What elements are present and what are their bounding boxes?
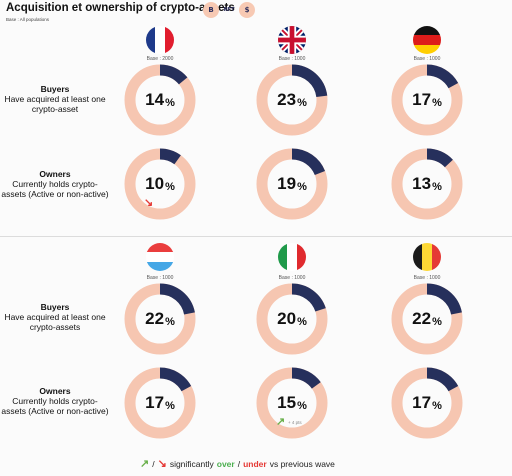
flag-luxembourg-icon bbox=[146, 243, 174, 271]
base-label-germany: Base : 1000 bbox=[413, 56, 441, 62]
donut-uk-owners-value: 19% bbox=[277, 174, 307, 193]
donut-germany-buyers-value: 17% bbox=[412, 90, 442, 109]
donut-luxembourg-buyers: 22% bbox=[122, 281, 198, 357]
row-label-buyers-desc-2: Have acquired at least one crypto-assets bbox=[4, 312, 106, 332]
donut-luxembourg-owners: 17% bbox=[122, 365, 198, 441]
nft-icon: NFT bbox=[221, 2, 237, 18]
row-label-owners-bottom: Owners Currently holds crypto-assets (Ac… bbox=[0, 386, 110, 416]
donut-belgium-buyers-value: 22% bbox=[412, 309, 442, 328]
donut-luxembourg-buyers-value: 22% bbox=[145, 309, 175, 328]
base-label-italy: Base : 1000 bbox=[278, 275, 306, 281]
base-label-france: Base : 2000 bbox=[146, 56, 174, 62]
row-label-owners-title: Owners bbox=[39, 169, 71, 179]
flag-france-icon bbox=[146, 26, 174, 54]
base-all-label: Base : All populations bbox=[6, 17, 50, 22]
donut-uk-buyers-value: 23% bbox=[277, 90, 307, 109]
donut-france-buyers-arc bbox=[124, 64, 196, 136]
donut-italy-buyers-arc bbox=[256, 283, 328, 355]
dollar-coin-icon-label: $ bbox=[244, 6, 250, 14]
trend-note: + 4 pts bbox=[288, 420, 302, 425]
donut-belgium-owners-value: 17% bbox=[412, 393, 442, 412]
donut-italy-owners-value: 15% bbox=[277, 393, 307, 412]
row-label-owners-desc: Currently holds crypto-assets (Active or… bbox=[1, 179, 109, 199]
donut-luxembourg-owners-arc bbox=[124, 367, 196, 439]
donut-germany-buyers-arc bbox=[391, 64, 463, 136]
row-label-buyers-top: Buyers Have acquired at least one crypto… bbox=[0, 84, 110, 114]
donut-italy-buyers: 20% bbox=[254, 281, 330, 357]
legend-over: over bbox=[216, 458, 235, 469]
section-divider bbox=[0, 236, 512, 237]
donut-italy-owners: 15% bbox=[254, 365, 330, 441]
donut-france-owners-arc bbox=[124, 148, 196, 220]
legend-sep: / bbox=[237, 458, 241, 469]
dollar-coin-icon: $ bbox=[239, 2, 255, 18]
flag-italy-icon bbox=[278, 243, 306, 271]
trend-over-arrow-icon: ↗ bbox=[276, 416, 286, 428]
donut-belgium-buyers-arc bbox=[391, 283, 463, 355]
donut-italy-owners-arc bbox=[256, 367, 328, 439]
nft-icon-label: NFT bbox=[223, 7, 235, 13]
legend-text-a: significantly bbox=[169, 458, 214, 469]
row-label-owners-title-2: Owners bbox=[39, 386, 71, 396]
donut-france-buyers: 14% bbox=[122, 62, 198, 138]
row-label-buyers-bottom: Buyers Have acquired at least one crypto… bbox=[0, 302, 110, 332]
base-label-uk: Base : 1000 bbox=[278, 56, 306, 62]
donut-uk-owners-arc bbox=[256, 148, 328, 220]
donut-luxembourg-owners-value: 17% bbox=[145, 393, 175, 412]
donut-uk-owners: 19% bbox=[254, 146, 330, 222]
donut-belgium-owners-arc bbox=[391, 367, 463, 439]
row-label-buyers-desc: Have acquired at least one crypto-asset bbox=[4, 94, 106, 114]
up-arrow-icon: ↗ bbox=[140, 458, 150, 470]
row-label-owners-desc-2: Currently holds crypto-assets (Active or… bbox=[1, 396, 109, 416]
donut-germany-owners: 13% bbox=[389, 146, 465, 222]
legend-under: under bbox=[243, 458, 267, 469]
row-label-owners-top: Owners Currently holds crypto-assets (Ac… bbox=[0, 169, 110, 199]
donut-uk-buyers: 23% bbox=[254, 62, 330, 138]
donut-belgium-owners: 17% bbox=[389, 365, 465, 441]
legend: ↗ / ↘ significantly over / under vs prev… bbox=[140, 457, 335, 470]
donut-france-buyers-value: 14% bbox=[145, 90, 175, 109]
row-label-buyers-title-2: Buyers bbox=[40, 302, 70, 312]
legend-slash: / bbox=[152, 458, 155, 469]
legend-text-b: vs previous wave bbox=[269, 458, 335, 469]
donut-belgium-buyers: 22% bbox=[389, 281, 465, 357]
bitcoin-icon: B bbox=[203, 2, 219, 18]
page-title: Acquisition et ownership of crypto-asset… bbox=[6, 2, 235, 14]
donut-germany-buyers: 17% bbox=[389, 62, 465, 138]
base-label-luxembourg: Base : 1000 bbox=[146, 275, 174, 281]
flag-germany-icon bbox=[413, 26, 441, 54]
bitcoin-icon-label: B bbox=[208, 6, 214, 14]
down-arrow-icon: ↘ bbox=[157, 458, 167, 470]
flag-belgium-icon bbox=[413, 243, 441, 271]
base-label-belgium: Base : 1000 bbox=[413, 275, 441, 281]
trend-under-arrow-icon: ↘ bbox=[144, 197, 154, 209]
donut-germany-owners-arc bbox=[391, 148, 463, 220]
donut-france-owners: 10% bbox=[122, 146, 198, 222]
flag-uk-icon bbox=[278, 26, 306, 54]
donut-france-owners-value: 10% bbox=[145, 174, 175, 193]
donut-luxembourg-buyers-arc bbox=[124, 283, 196, 355]
row-label-buyers-title: Buyers bbox=[40, 84, 70, 94]
donut-italy-buyers-value: 20% bbox=[277, 309, 307, 328]
donut-germany-owners-value: 13% bbox=[412, 174, 442, 193]
donut-uk-buyers-arc bbox=[256, 64, 328, 136]
